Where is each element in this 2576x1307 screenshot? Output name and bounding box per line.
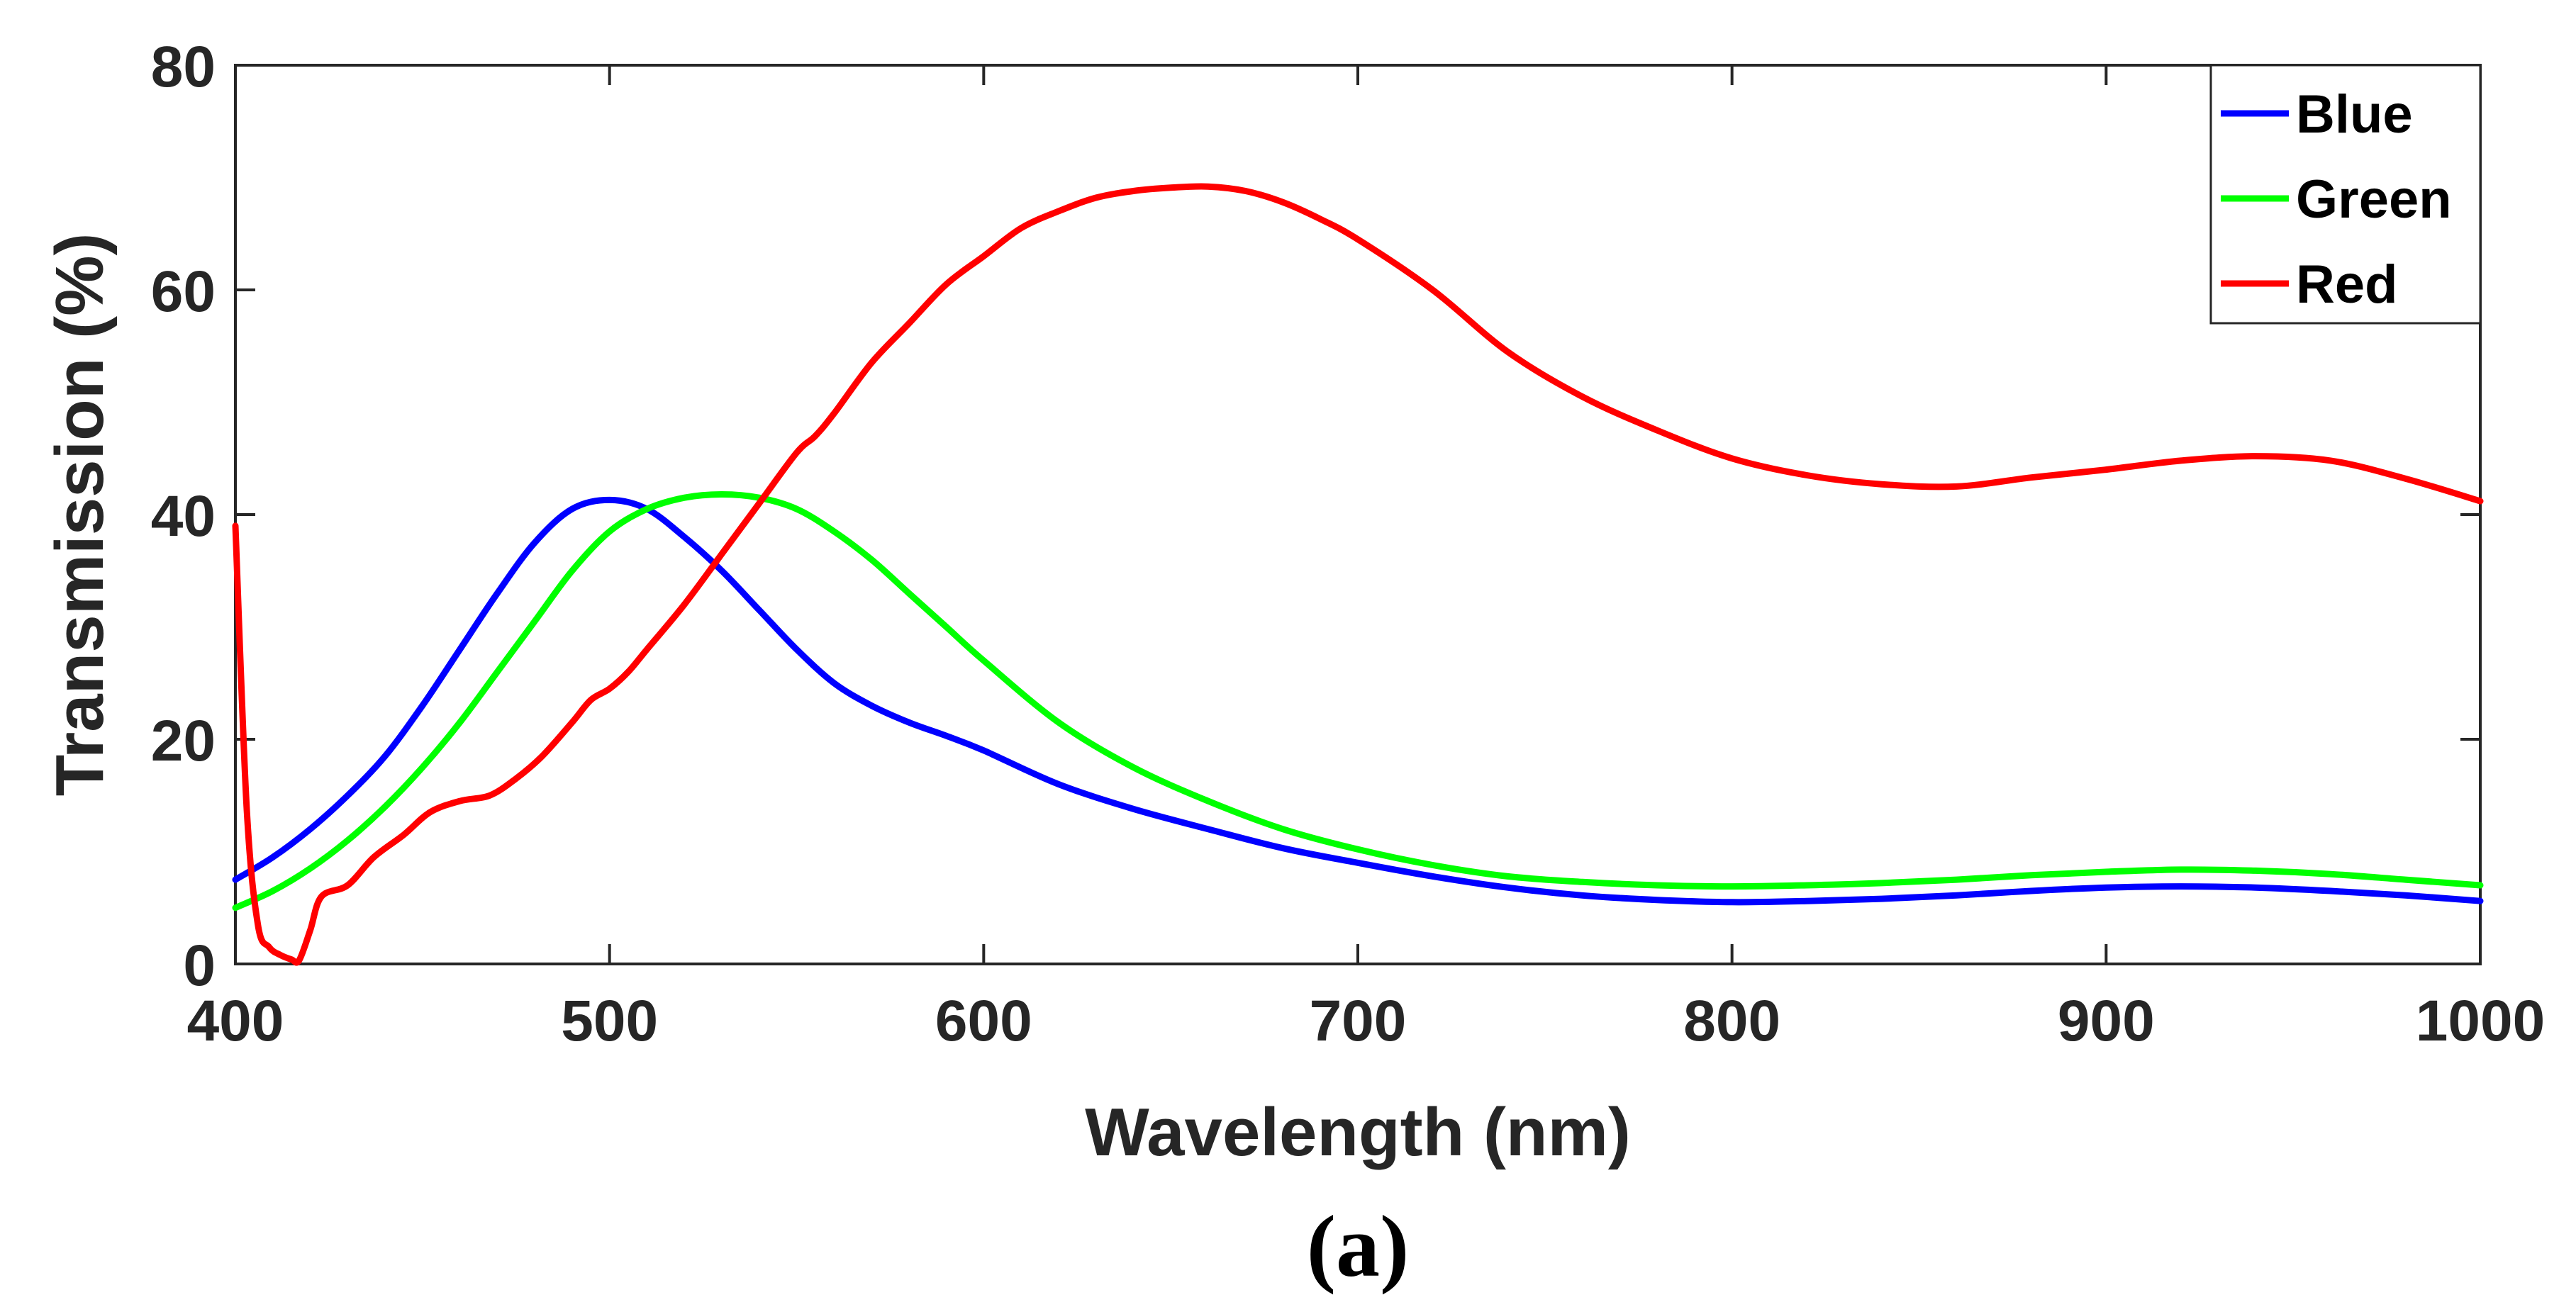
x-tick-label: 600 bbox=[935, 989, 1032, 1053]
y-tick-label: 0 bbox=[183, 933, 216, 998]
x-tick-label: 700 bbox=[1310, 989, 1407, 1053]
x-tick-label: 900 bbox=[2058, 989, 2155, 1053]
x-tick-label: 800 bbox=[1683, 989, 1780, 1053]
x-tick-label: 400 bbox=[187, 989, 284, 1053]
y-axis-ticks: 0 20 40 60 80 bbox=[151, 35, 2480, 998]
plot-area bbox=[234, 64, 2482, 965]
series-line-green bbox=[232, 491, 2484, 911]
y-tick-label: 80 bbox=[151, 35, 216, 99]
x-axis-ticks: 400 500 600 700 800 900 1000 bbox=[187, 65, 2545, 1053]
legend-box bbox=[2209, 64, 2482, 325]
y-tick-label: 40 bbox=[151, 484, 216, 549]
figure-caption: (a) bbox=[1307, 1198, 1410, 1295]
x-axis-label: Wavelength (nm) bbox=[1085, 1094, 1631, 1170]
series-lines bbox=[232, 183, 2484, 966]
y-tick-label: 20 bbox=[151, 709, 216, 773]
series-line-red bbox=[232, 183, 2484, 966]
x-tick-label: 1000 bbox=[2416, 989, 2545, 1053]
legend: Blue Green Red bbox=[2209, 64, 2482, 325]
y-axis-label: Transmission (%) bbox=[42, 233, 118, 797]
x-tick-label: 500 bbox=[561, 989, 658, 1053]
legend-label-red: Red bbox=[2296, 254, 2398, 315]
legend-label-green: Green bbox=[2296, 169, 2452, 230]
series-line-blue bbox=[232, 496, 2484, 906]
y-tick-label: 60 bbox=[151, 259, 216, 324]
legend-label-blue: Blue bbox=[2296, 84, 2413, 145]
